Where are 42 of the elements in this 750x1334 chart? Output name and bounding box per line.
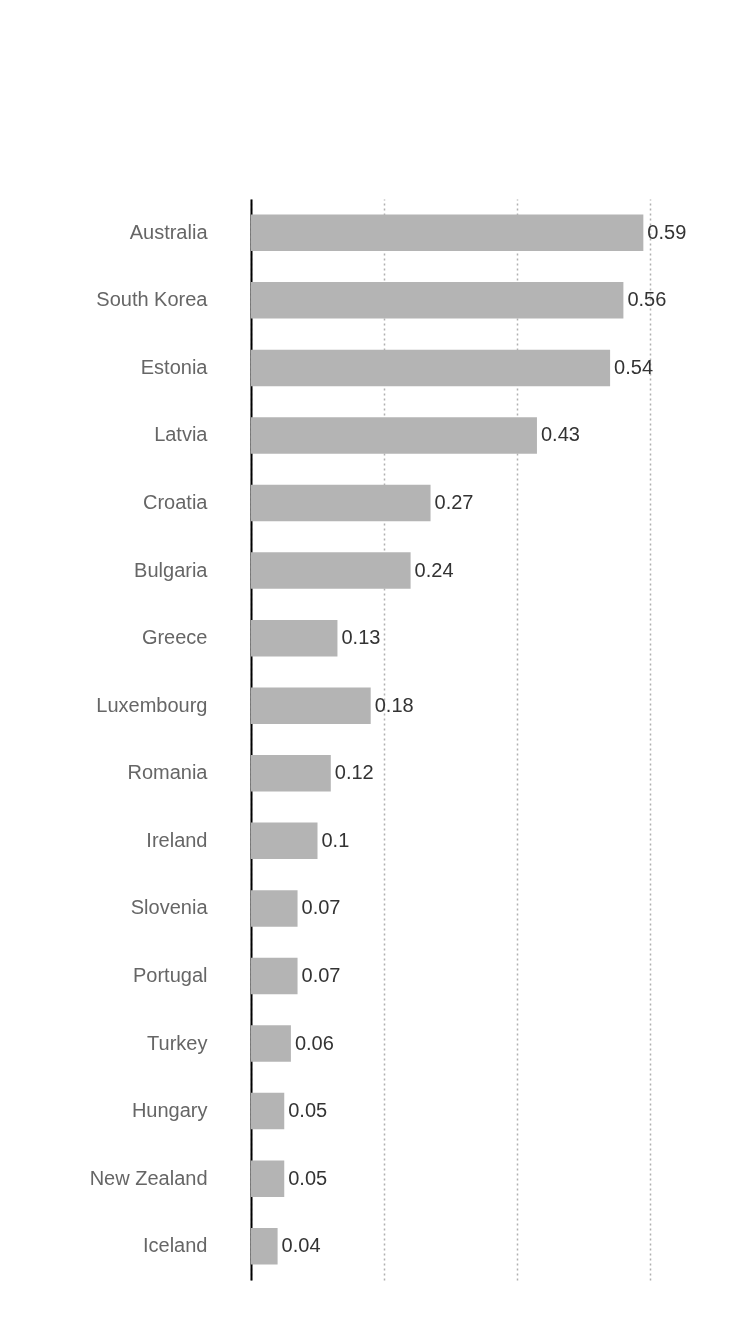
y-tick-label: Hungary xyxy=(131,1099,208,1122)
y-tick-label: Croatia xyxy=(143,491,209,514)
bar xyxy=(251,1160,285,1197)
data-label: 0.1 xyxy=(321,828,350,851)
y-tick-label: Portugal xyxy=(133,963,208,986)
y-tick-label: Slovenia xyxy=(130,896,209,919)
y-tick-label: Australia xyxy=(129,220,209,243)
y-tick-label: Bulgaria xyxy=(134,558,209,581)
data-label: 0.07 xyxy=(301,896,341,919)
bar xyxy=(251,890,298,927)
y-tick-label: Turkey xyxy=(147,1031,208,1054)
data-label: 0.05 xyxy=(288,1166,328,1189)
y-tick-label: South Korea xyxy=(96,288,209,311)
data-label: 0.27 xyxy=(434,491,474,514)
data-label: 0.24 xyxy=(414,558,454,581)
data-label: 0.18 xyxy=(374,693,414,716)
data-label: 0.56 xyxy=(627,288,667,311)
data-label: 0.12 xyxy=(334,761,374,784)
bar xyxy=(251,1227,278,1265)
bar xyxy=(251,822,318,860)
data-label: 0.59 xyxy=(647,220,687,243)
y-tick-label: New Zealand xyxy=(89,1166,208,1189)
bar xyxy=(251,755,331,792)
y-tick-label: Greece xyxy=(141,626,208,649)
bar xyxy=(251,619,338,657)
data-label: 0.06 xyxy=(294,1031,334,1054)
bar xyxy=(251,687,371,724)
data-label: 0.05 xyxy=(288,1099,328,1122)
y-tick-label: Luxembourg xyxy=(96,693,208,716)
bar xyxy=(251,957,298,995)
y-tick-label: Iceland xyxy=(143,1234,208,1257)
bar xyxy=(251,1092,285,1130)
data-label: 0.07 xyxy=(301,963,341,986)
y-tick-label: Estonia xyxy=(140,355,209,378)
data-label: 0.13 xyxy=(341,626,381,649)
y-tick-label: Romania xyxy=(127,761,209,784)
y-tick-label: Latvia xyxy=(154,423,209,446)
data-label: 0.43 xyxy=(540,423,580,446)
data-label: 0.54 xyxy=(614,355,654,378)
data-label: 0.04 xyxy=(281,1234,321,1257)
bar xyxy=(251,1025,291,1062)
y-tick-label: Ireland xyxy=(146,828,208,851)
